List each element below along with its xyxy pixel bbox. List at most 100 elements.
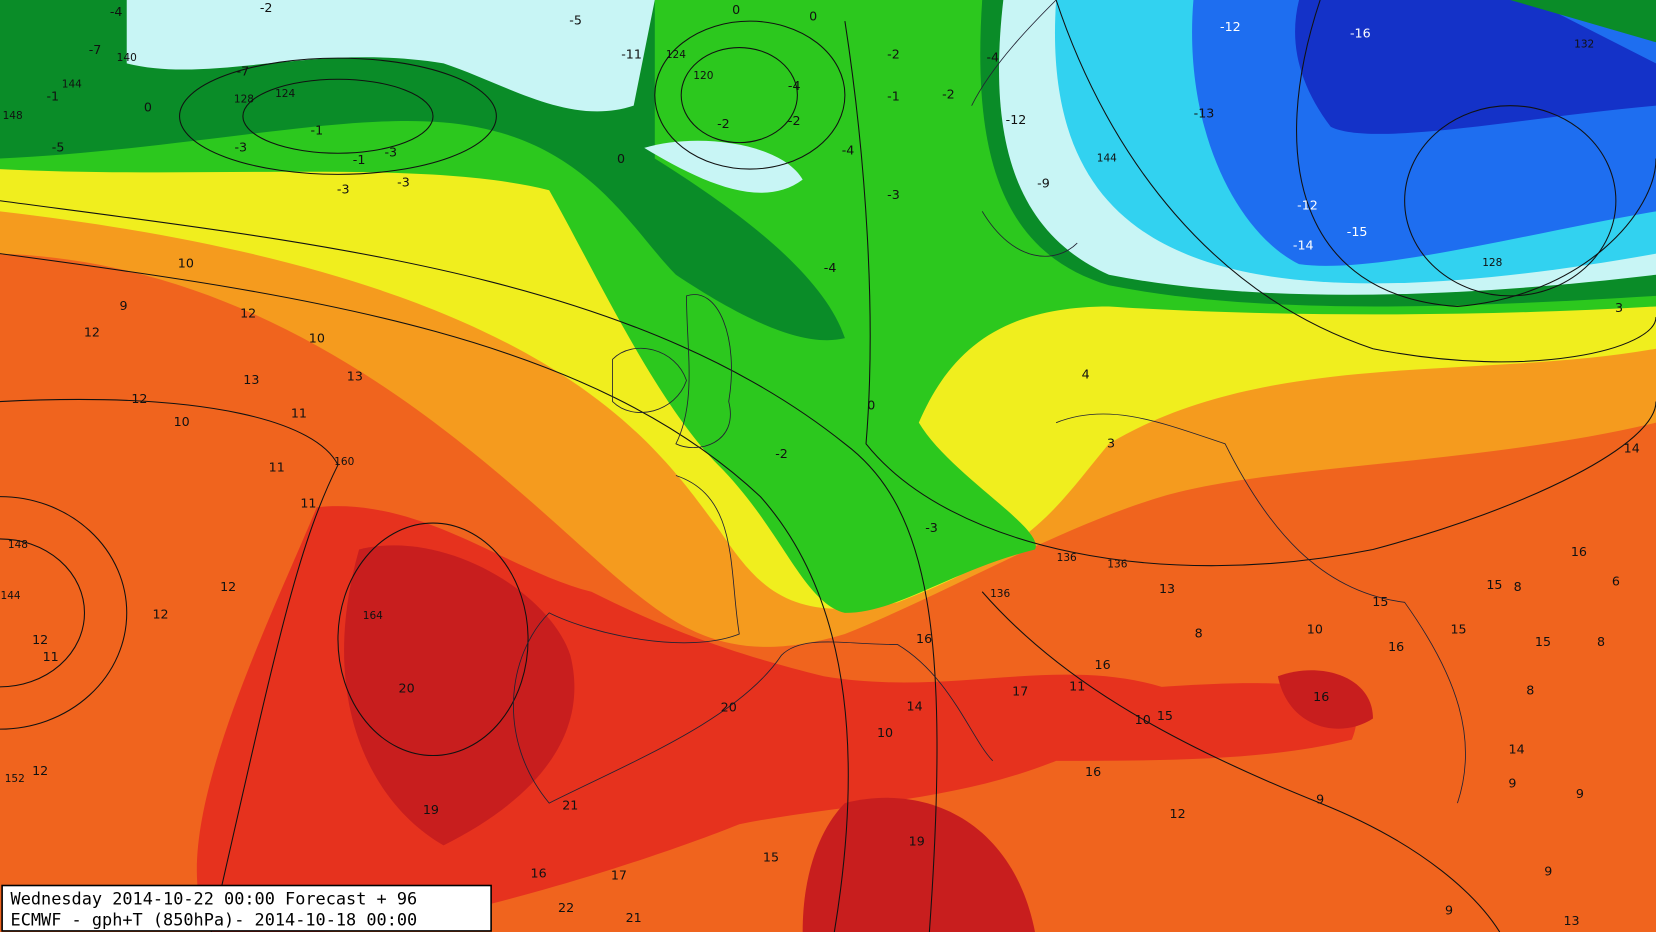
temperature-label: 6 [1612,574,1620,589]
contour-line [680,47,798,144]
temperature-label: 0 [144,99,152,114]
temperature-label: 16 [1388,639,1404,654]
temperature-label: 9 [1508,776,1516,791]
coastline [513,475,994,804]
temperature-label: 12 [32,763,48,778]
temperature-label: 9 [120,298,128,313]
caption-box [1,884,492,932]
temperature-label: -1 [46,89,59,104]
temperature-label: -4 [986,50,999,65]
temperature-label: 10 [178,256,194,271]
temperature-label: 8 [1597,634,1605,649]
temperature-label: 0 [732,2,740,17]
temperature-label: 21 [562,798,578,813]
temperature-label: 11 [269,460,285,475]
temperature-label: 16 [1095,657,1111,672]
field-dark-red [802,797,1035,932]
height-label: 136 [1057,552,1077,564]
temperature-label: 9 [1316,791,1324,806]
temperature-label: 8 [1514,579,1522,594]
contour-line [1404,105,1617,297]
temperature-label: -3 [384,145,397,160]
temperature-label: 15 [1535,634,1551,649]
temperature-label: 19 [423,802,439,817]
coastline [612,347,687,413]
height-label: 132 [1574,38,1594,50]
height-label: 148 [3,110,23,122]
temperature-label: 10 [174,414,190,429]
caption-line: Wednesday 2014-10-22 00:00 Forecast + 96 [11,889,418,909]
temperature-label: 12 [84,324,100,339]
temperature-label: 3 [1107,435,1115,450]
temperature-label: -9 [1037,175,1050,190]
temperature-label: -12 [1220,19,1241,34]
height-label: 160 [334,456,354,468]
contour-line [179,57,497,175]
temperature-label: 11 [291,406,307,421]
temperature-label: -3 [234,139,247,154]
coastline [971,0,1078,257]
temperature-label: -12 [1297,198,1318,213]
temperature-label: 16 [531,865,547,880]
temperature-label: -2 [260,0,273,15]
temperature-label: -5 [52,139,65,154]
temperature-label: 14 [1509,742,1525,757]
temperature-label: 15 [1157,708,1173,723]
temperature-label: 10 [309,331,325,346]
temperature-label: 11 [300,496,316,511]
contour-line [0,496,128,730]
height-label: 124 [666,49,686,61]
temperature-label: -2 [887,46,900,61]
temperature-label: 20 [721,699,737,714]
temperature-label: 14 [907,698,923,713]
temperature-label: -12 [1006,112,1027,127]
temperature-label: -1 [887,89,900,104]
temperature-label: -14 [1293,238,1314,253]
temperature-label: 10 [877,725,893,740]
temperature-label: 0 [617,151,625,166]
contour-line [844,21,1656,567]
contour-line [337,522,529,757]
temperature-label: 12 [1170,806,1186,821]
height-label: 144 [1097,153,1117,165]
temperature-label: 4 [1082,367,1090,382]
contour-line [654,20,846,170]
temperature-label: -2 [942,87,955,102]
temperature-label: -2 [788,113,801,128]
coastlines [513,0,1466,804]
temperature-label: 13 [243,372,259,387]
temperature-label: 22 [558,900,574,915]
contour-line [0,399,339,932]
temperature-label: 12 [220,579,236,594]
temperature-label: 8 [1195,626,1203,641]
field-dark-red [1277,670,1373,729]
temperature-label: -13 [1194,106,1215,121]
temperature-label: 15 [1372,594,1388,609]
temperature-label: 12 [240,305,256,320]
temperature-label: -4 [824,260,837,275]
temperature-label: 16 [1571,544,1587,559]
caption-line: ECMWF - gph+T (850hPa)- 2014-10-18 00:00 [11,910,418,930]
temperature-label: -3 [337,182,350,197]
temperature-label: 13 [1159,581,1175,596]
height-label: 144 [62,79,82,91]
height-label: 124 [275,88,295,100]
height-label: 136 [990,588,1010,600]
contour-line [981,591,1501,932]
temperature-label: -1 [311,123,324,138]
height-label: 164 [363,610,383,622]
height-label: 144 [0,590,20,602]
temperature-label: -16 [1350,25,1371,40]
field-light-cyan [126,0,655,112]
contour-line [1296,0,1656,307]
temperature-label: 13 [347,369,363,384]
contour-line [1055,0,1656,363]
temperature-label: -2 [775,446,788,461]
temperature-label: -5 [569,13,582,28]
height-label: 136 [1107,558,1127,570]
temperature-label: -3 [925,520,938,535]
temperature-label: 9 [1445,902,1453,917]
temperature-label: -1 [353,152,366,167]
